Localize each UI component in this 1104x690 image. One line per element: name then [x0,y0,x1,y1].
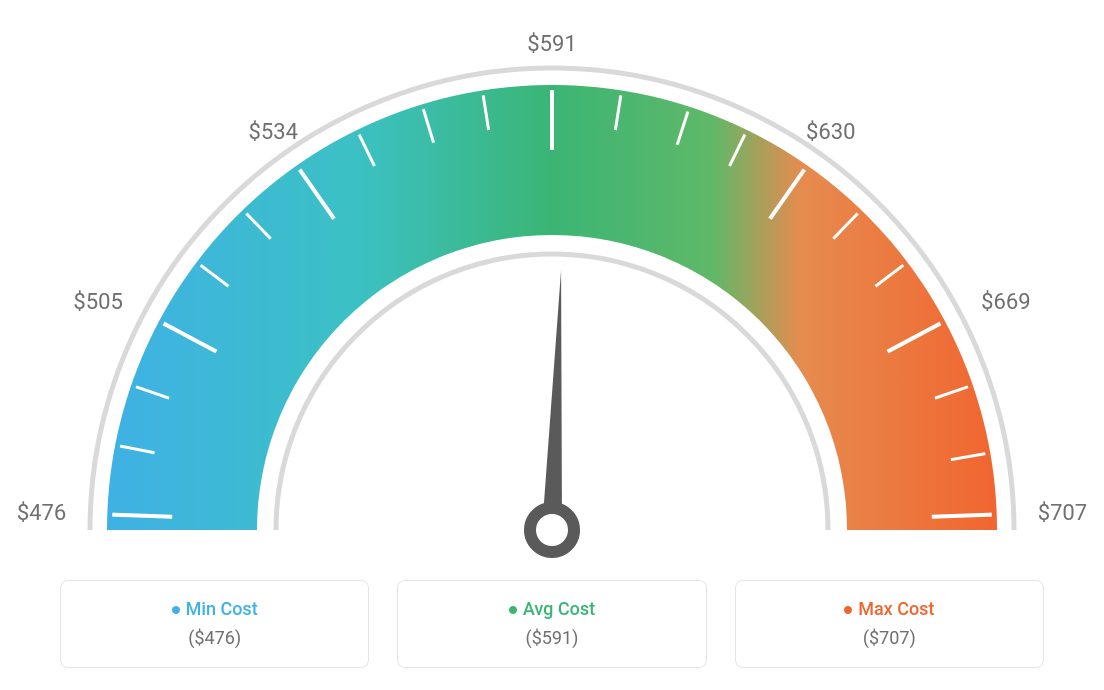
legend-value: ($591) [410,628,693,649]
tick-label: $534 [249,120,298,145]
tick-label: $707 [1038,501,1087,526]
legend-label: Min Cost [186,599,258,620]
legend-dot-icon [844,606,852,614]
legend-card: Min Cost ($476) [60,580,369,668]
legend-value: ($476) [73,628,356,649]
legend-label: Max Cost [858,599,934,620]
legend-dot-icon [172,606,180,614]
legend-title: Min Cost [73,599,356,620]
legend-title: Avg Cost [410,599,693,620]
gauge-svg: $476 $505 $534 $591 $630 $669 $707 [0,0,1104,560]
legend-card: Avg Cost ($591) [397,580,706,668]
tick-label: $505 [73,290,122,315]
needle-hub [530,508,574,552]
tick-major [932,515,992,517]
tick-major [112,515,172,517]
legend-card: Max Cost ($707) [735,580,1044,668]
legend-value: ($707) [748,628,1031,649]
legend-dot-icon [509,606,517,614]
tick-label: $630 [806,120,855,145]
tick-label: $591 [527,32,576,57]
gauge-needle [542,270,562,530]
tick-label: $476 [17,501,66,526]
tick-label: $669 [981,290,1030,315]
gauge-chart: $476 $505 $534 $591 $630 $669 $707 [0,0,1104,560]
legend-title: Max Cost [748,599,1031,620]
legend-label: Avg Cost [523,599,595,620]
legend-row: Min Cost ($476) Avg Cost ($591) Max Cost ($70… [0,580,1104,668]
